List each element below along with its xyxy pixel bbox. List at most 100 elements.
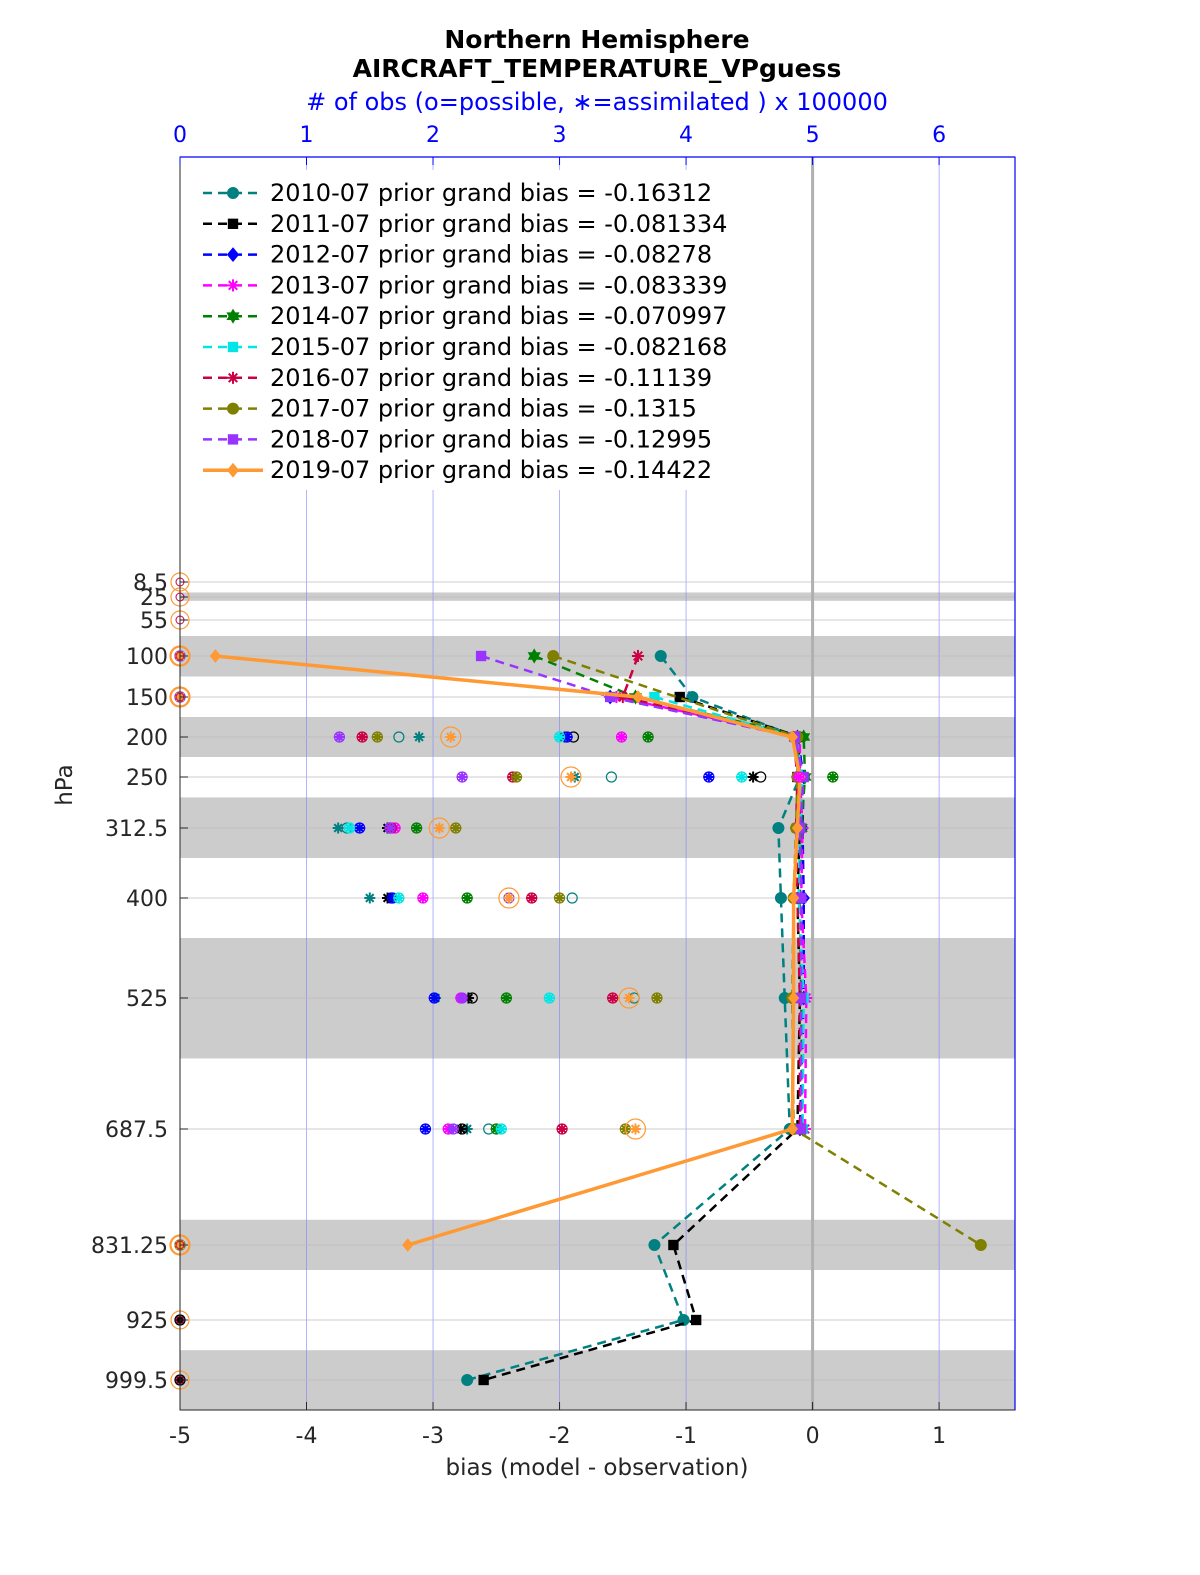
bottom-tick-label: -2	[549, 1424, 571, 1449]
star-stroke	[630, 1124, 641, 1134]
obs-assimilated-marker	[344, 822, 356, 834]
series-2015-07	[649, 691, 809, 1135]
star-stroke	[608, 993, 618, 1003]
star-stroke	[504, 893, 514, 903]
legend-marker	[226, 308, 240, 324]
star-stroke	[372, 732, 382, 742]
bottom-tick-label: 0	[806, 1424, 820, 1449]
legend-entry-label: 2015-07 prior grand bias = -0.082168	[270, 333, 727, 361]
star-stroke	[737, 772, 747, 782]
top-tick-label: 4	[679, 123, 693, 148]
obs-assimilated-marker	[651, 992, 663, 1004]
series-line	[483, 695, 802, 1382]
series-point	[478, 1374, 489, 1386]
star-stroke	[418, 893, 428, 903]
legend-entry-label: 2012-07 prior grand bias = -0.08278	[270, 241, 712, 269]
series-point	[402, 1238, 414, 1252]
obs-assimilated-marker	[526, 892, 538, 904]
obs-assimilated-marker	[428, 992, 440, 1004]
legend-marker	[226, 462, 240, 478]
series-point	[786, 730, 798, 744]
legend-entry-label: 2011-07 prior grand bias = -0.081334	[270, 210, 727, 238]
obs-assimilated-marker	[561, 731, 573, 743]
obs-assimilated-marker	[793, 771, 805, 783]
obs-assimilated-marker	[703, 771, 715, 783]
star-stroke	[828, 772, 838, 782]
left-tick-label: 250	[126, 766, 168, 791]
star-stroke	[446, 732, 456, 742]
top-axis-label: # of obs (o=possible, ∗=assimilated ) x …	[306, 88, 888, 116]
series-point	[974, 1239, 987, 1251]
obs-assimilated-marker	[411, 822, 423, 834]
star-stroke	[562, 732, 572, 742]
left-tick-label: 687.5	[105, 1118, 168, 1143]
star-stroke	[355, 823, 365, 833]
obs-possible-marker	[560, 766, 582, 788]
obs-assimilated-marker	[384, 822, 396, 834]
star-stroke	[456, 1124, 466, 1134]
left-tick-label: 100	[126, 645, 168, 670]
obs-assimilated-marker	[450, 822, 462, 834]
star-stroke	[411, 823, 422, 833]
obs-assimilated-marker	[543, 992, 555, 1004]
star-stroke	[394, 893, 404, 903]
star-stroke	[333, 823, 343, 833]
legend-entry-label: 2013-07 prior grand bias = -0.083339	[270, 271, 727, 299]
series-point	[475, 650, 487, 662]
series-point	[677, 1314, 690, 1326]
star-stroke	[448, 1124, 458, 1134]
obs-assimilated-marker	[565, 771, 577, 783]
star-stroke	[334, 732, 345, 742]
star-stroke	[420, 1124, 431, 1134]
star-stroke	[344, 823, 355, 833]
top-tick-label: 0	[173, 123, 187, 148]
obs-assimilated-marker	[393, 892, 405, 904]
series-point	[654, 650, 667, 662]
star-stroke	[357, 732, 367, 742]
star-stroke	[365, 893, 375, 903]
top-tick-label: 6	[932, 123, 946, 148]
obs-assimilated-marker	[461, 892, 473, 904]
star-stroke	[496, 1124, 506, 1134]
legend-marker	[227, 402, 239, 415]
left-tick-label: 525	[126, 987, 168, 1012]
series-point	[209, 649, 222, 663]
left-tick-label: 25	[140, 586, 168, 611]
obs-assimilated-marker	[500, 992, 512, 1004]
left-tick-label: 200	[126, 726, 168, 751]
x-axis-label: bias (model - observation)	[446, 1455, 749, 1481]
legend-marker	[227, 218, 239, 229]
obs-assimilated-marker	[433, 822, 445, 834]
left-tick-label: 999.5	[105, 1369, 168, 1394]
obs-possible-marker	[566, 892, 578, 904]
series-point	[774, 892, 787, 904]
series-line	[654, 695, 805, 1130]
series-point	[787, 991, 800, 1005]
obs-assimilated-marker	[503, 892, 515, 904]
star-stroke	[434, 823, 444, 833]
obs-assimilated-marker	[413, 731, 425, 743]
top-tick-label: 1	[300, 123, 314, 148]
obs-assimilated-marker	[511, 771, 523, 783]
star-stroke	[624, 993, 634, 1003]
series-line	[616, 695, 808, 1130]
star-stroke	[457, 993, 467, 1003]
series-point	[668, 1239, 679, 1251]
obs-assimilated-marker	[356, 731, 368, 743]
obs-assimilated-marker	[554, 731, 566, 743]
obs-assimilated-marker	[447, 1123, 459, 1135]
obs-possible-marker	[605, 771, 618, 783]
series-point	[686, 691, 699, 703]
obs-assimilated-marker	[642, 731, 654, 743]
series-point	[461, 1374, 474, 1386]
left-tick-label: 400	[126, 887, 168, 912]
shaded-layers	[180, 592, 1015, 1410]
star-stroke	[748, 772, 758, 782]
obs-assimilated-marker	[607, 992, 619, 1004]
obs-possible-marker	[428, 817, 450, 839]
obs-possible-marker	[498, 887, 520, 909]
legend-entry-label: 2010-07 prior grand bias = -0.16312	[270, 179, 712, 207]
obs-assimilated-marker	[554, 892, 566, 904]
